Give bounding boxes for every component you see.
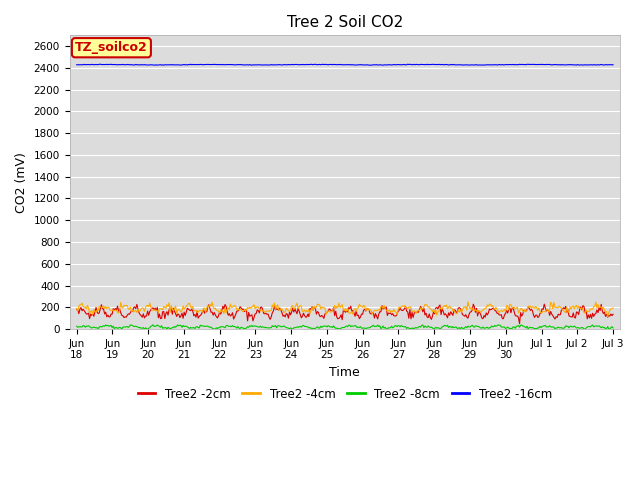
Tree2 -4cm — [328, 309, 335, 315]
Tree2 -4cm — [363, 305, 371, 311]
Tree2 -8cm — [580, 326, 588, 332]
Line: Tree2 -16cm: Tree2 -16cm — [77, 64, 613, 65]
Tree2 -2cm — [331, 313, 339, 319]
Tree2 -4cm — [73, 306, 81, 312]
Tree2 -16cm — [515, 62, 522, 68]
Tree2 -16cm — [151, 62, 159, 68]
Tree2 -16cm — [404, 61, 412, 67]
Line: Tree2 -8cm: Tree2 -8cm — [77, 325, 613, 329]
Tree2 -8cm — [393, 324, 401, 329]
Text: TZ_soilco2: TZ_soilco2 — [75, 41, 148, 54]
Tree2 -8cm — [149, 322, 157, 328]
Tree2 -4cm — [609, 305, 617, 311]
Tree2 -4cm — [513, 304, 521, 310]
Tree2 -2cm — [392, 313, 400, 319]
Tree2 -2cm — [516, 321, 524, 327]
Tree2 -16cm — [332, 62, 340, 68]
Title: Tree 2 Soil CO2: Tree 2 Soil CO2 — [287, 15, 403, 30]
Tree2 -8cm — [513, 323, 521, 329]
Tree2 -8cm — [364, 325, 372, 331]
Tree2 -8cm — [609, 325, 617, 331]
Tree2 -16cm — [609, 62, 617, 68]
Tree2 -16cm — [598, 62, 606, 68]
Tree2 -2cm — [328, 308, 335, 314]
Tree2 -8cm — [73, 324, 81, 329]
Tree2 -4cm — [392, 309, 400, 315]
Tree2 -8cm — [329, 324, 337, 330]
Tree2 -16cm — [329, 62, 337, 68]
Tree2 -2cm — [598, 308, 606, 314]
Tree2 -16cm — [73, 62, 81, 68]
Line: Tree2 -4cm: Tree2 -4cm — [77, 302, 613, 317]
Tree2 -4cm — [464, 299, 472, 305]
Tree2 -8cm — [332, 325, 340, 331]
Tree2 -2cm — [73, 307, 81, 312]
Tree2 -4cm — [604, 314, 611, 320]
Tree2 -4cm — [597, 304, 605, 310]
Legend: Tree2 -2cm, Tree2 -4cm, Tree2 -8cm, Tree2 -16cm: Tree2 -2cm, Tree2 -4cm, Tree2 -8cm, Tree… — [133, 383, 557, 405]
Tree2 -8cm — [598, 324, 606, 330]
Tree2 -2cm — [363, 306, 371, 312]
Y-axis label: CO2 (mV): CO2 (mV) — [15, 152, 28, 213]
X-axis label: Time: Time — [330, 366, 360, 379]
Tree2 -16cm — [393, 62, 401, 68]
Tree2 -16cm — [364, 62, 372, 68]
Tree2 -4cm — [331, 302, 339, 308]
Tree2 -2cm — [513, 313, 520, 319]
Line: Tree2 -2cm: Tree2 -2cm — [77, 304, 613, 324]
Tree2 -2cm — [540, 301, 548, 307]
Tree2 -2cm — [609, 312, 617, 317]
